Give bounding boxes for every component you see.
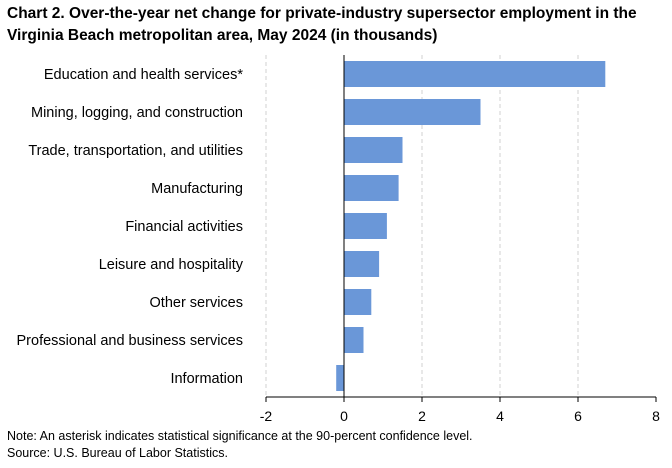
category-labels: Education and health services* Mining, lo… <box>17 67 244 387</box>
bar <box>344 137 403 163</box>
source-text: Source: U.S. Bureau of Labor Statistics. <box>7 446 228 460</box>
category-label: Information <box>170 371 243 387</box>
x-tick-label: 0 <box>340 408 348 424</box>
bar <box>344 175 399 201</box>
category-label: Education and health services* <box>44 67 243 83</box>
bar <box>344 61 606 87</box>
x-axis: -2 0 2 4 6 8 <box>260 55 660 424</box>
category-label: Leisure and hospitality <box>99 257 244 273</box>
category-label: Manufacturing <box>151 181 243 197</box>
category-label: Mining, logging, and construction <box>31 105 243 121</box>
x-tick-label: 2 <box>418 408 426 424</box>
bar <box>344 251 380 277</box>
note-text: Note: An asterisk indicates statistical … <box>7 429 473 443</box>
category-label: Financial activities <box>125 219 243 235</box>
bar <box>344 99 481 125</box>
footnotes: Note: An asterisk indicates statistical … <box>7 428 473 462</box>
bar <box>344 289 372 315</box>
category-label: Trade, transportation, and utilities <box>28 143 243 159</box>
bar <box>336 365 344 391</box>
bars <box>336 61 606 391</box>
x-tick-label: 8 <box>652 408 660 424</box>
x-tick-label: 6 <box>574 408 582 424</box>
bar <box>344 327 364 353</box>
x-tick-label: -2 <box>260 408 273 424</box>
category-label: Professional and business services <box>17 333 243 349</box>
x-tick-label: 4 <box>496 408 504 424</box>
category-label: Other services <box>150 295 243 311</box>
bar <box>344 213 387 239</box>
chart-title: Chart 2. Over-the-year net change for pr… <box>7 5 637 44</box>
